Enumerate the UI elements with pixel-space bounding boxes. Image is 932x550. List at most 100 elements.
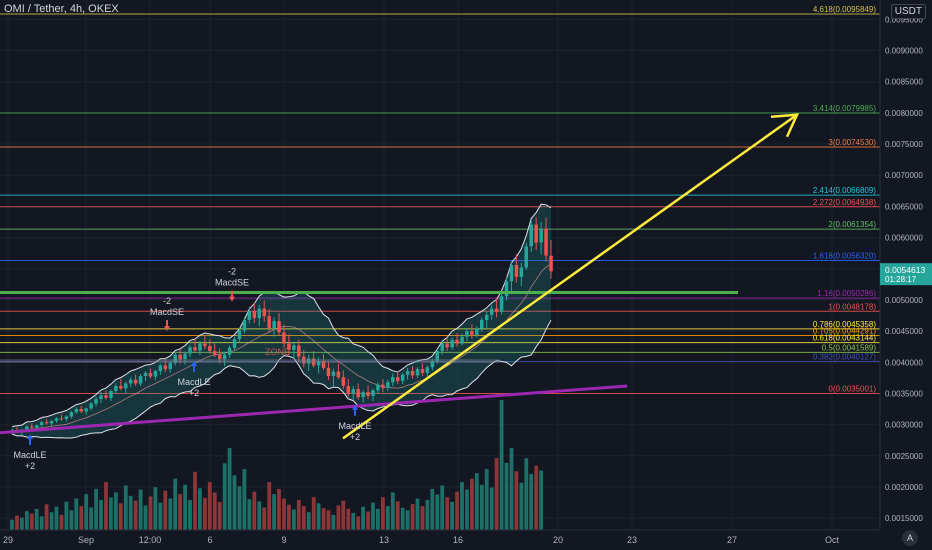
- price-tick-label: 0.0080000: [885, 109, 923, 118]
- candle-body: [346, 386, 350, 394]
- candle-body: [218, 354, 222, 360]
- candle-body: [49, 420, 54, 424]
- candle-body: [124, 383, 128, 389]
- candle-body: [435, 351, 439, 362]
- candle-body: [188, 347, 192, 354]
- volume-bar: [331, 514, 336, 530]
- candle-body: [183, 353, 187, 360]
- candle-body: [420, 369, 425, 373]
- tradingview-logo-icon[interactable]: A: [902, 530, 918, 546]
- candle-body: [282, 332, 286, 344]
- price-tick-label: 0.0045000: [885, 327, 923, 336]
- volume-bar: [321, 508, 326, 530]
- volume-bar: [207, 482, 212, 530]
- candle-body: [99, 395, 103, 399]
- volume-bar: [425, 499, 430, 530]
- candle-body: [227, 347, 232, 355]
- candle-body: [489, 308, 494, 315]
- volume-bar: [336, 505, 341, 530]
- candle-body: [326, 367, 331, 376]
- zone-label: ZONE: [265, 347, 290, 357]
- candle-body: [153, 371, 158, 377]
- candle-body: [415, 369, 420, 376]
- candle-body: [193, 347, 197, 351]
- zone-rect: [0, 359, 500, 363]
- time-tick-label: 13: [379, 535, 389, 545]
- volume-bar: [296, 499, 301, 530]
- candle-body: [460, 336, 464, 344]
- candle-body: [267, 316, 271, 328]
- candle-body: [272, 321, 276, 328]
- candle-body: [485, 314, 489, 320]
- fib-level-label: 1(0.0048178): [828, 302, 876, 311]
- candle-body: [203, 343, 207, 347]
- fib-level-label: 0.618(0.0043144): [813, 334, 877, 343]
- candle-body: [133, 379, 138, 384]
- candle-body: [549, 255, 553, 272]
- volume-bar: [430, 488, 435, 530]
- candle-body: [311, 358, 316, 366]
- macd-short-arrow-icon: [164, 319, 170, 331]
- macd-long-arrow-icon: [191, 361, 197, 373]
- volume-bar: [203, 497, 207, 530]
- volume-bar: [420, 506, 425, 530]
- candle-body: [163, 365, 168, 370]
- price-tick-label: 0.0095000: [885, 15, 923, 24]
- volume-bar: [385, 506, 390, 530]
- candle-body: [222, 354, 227, 360]
- volume-bar: [489, 487, 494, 530]
- last-price-value: 0.0054613: [885, 265, 925, 275]
- volume-bar: [341, 500, 346, 530]
- bollinger-basis: [11, 263, 552, 432]
- candle-body: [499, 296, 504, 312]
- volume-bar: [450, 501, 454, 530]
- candle-body: [252, 311, 257, 319]
- price-tick-label: 0.0040000: [885, 358, 923, 367]
- volume-bar: [494, 458, 499, 530]
- volume-bar: [366, 511, 370, 530]
- currency-badge[interactable]: USDT: [890, 4, 926, 19]
- price-tick-label: 0.0060000: [885, 234, 923, 243]
- volume-bar: [123, 485, 128, 530]
- volume-bar: [39, 516, 44, 530]
- candle-body: [391, 377, 395, 383]
- volume-bar: [168, 498, 173, 530]
- volume-bar: [212, 492, 217, 530]
- candle-body: [64, 416, 69, 419]
- volume-bar: [148, 496, 153, 530]
- support-trendline: [0, 384, 628, 435]
- fib-level-label: 4.618(0.0095849): [813, 5, 877, 14]
- candle-body: [237, 330, 242, 340]
- macd-long-sub: +2: [25, 461, 35, 471]
- bar-countdown: 01:28:17: [885, 275, 917, 284]
- macd-long-label: MacdLE: [177, 377, 210, 387]
- volume-bar: [311, 497, 316, 530]
- volume-bar: [64, 501, 69, 530]
- volume-bar: [237, 486, 242, 530]
- macd-short-sub: -2: [163, 296, 171, 306]
- volume-bar: [277, 488, 281, 530]
- trend-arrow-line: [342, 113, 798, 440]
- macd-long-arrow-icon: [27, 434, 33, 446]
- volume-bar: [118, 503, 123, 530]
- volume-bar: [371, 502, 375, 530]
- candle-body: [440, 343, 444, 352]
- volume-bar: [257, 501, 262, 530]
- bollinger-lower: [11, 319, 552, 439]
- candle-body: [405, 371, 410, 375]
- time-tick-label: 6: [207, 535, 212, 545]
- candle-body: [534, 224, 538, 243]
- volume-bar: [484, 469, 489, 530]
- candle-body: [351, 389, 355, 394]
- candle-body: [30, 426, 34, 428]
- volume-bar: [34, 508, 39, 530]
- candle-body: [242, 319, 247, 331]
- candle-body: [247, 311, 252, 320]
- volume-bar: [504, 462, 509, 530]
- candle-body: [104, 395, 108, 398]
- price-tick-label: 0.0050000: [885, 296, 923, 305]
- candle-body: [410, 371, 415, 376]
